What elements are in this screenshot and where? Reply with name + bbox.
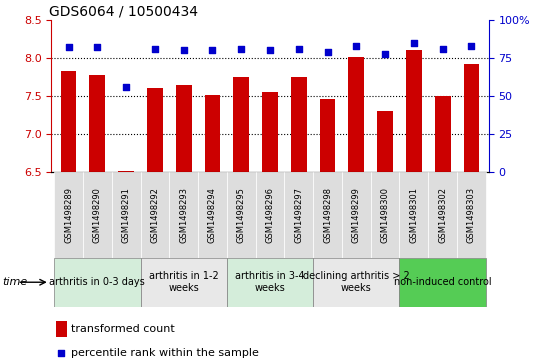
Bar [262, 91, 278, 172]
Point [467, 43, 476, 49]
Bar [56, 321, 66, 337]
Bar [320, 99, 335, 172]
Bar [90, 75, 105, 172]
Text: GSM1498297: GSM1498297 [294, 187, 303, 243]
Point [323, 49, 332, 55]
FancyBboxPatch shape [54, 258, 140, 307]
Text: GSM1498302: GSM1498302 [438, 187, 447, 243]
Text: GSM1498291: GSM1498291 [122, 187, 131, 243]
Point [438, 46, 447, 52]
Bar [348, 57, 364, 172]
Point [57, 350, 66, 355]
Bar [463, 64, 480, 172]
Text: transformed count: transformed count [71, 324, 175, 334]
Text: GSM1498303: GSM1498303 [467, 187, 476, 243]
Point [93, 45, 102, 50]
FancyBboxPatch shape [198, 172, 227, 258]
FancyBboxPatch shape [227, 172, 255, 258]
FancyBboxPatch shape [285, 172, 313, 258]
Point [294, 46, 303, 52]
Text: non-induced control: non-induced control [394, 277, 491, 287]
Point [208, 48, 217, 53]
FancyBboxPatch shape [457, 172, 486, 258]
Text: arthritis in 1-2
weeks: arthritis in 1-2 weeks [149, 272, 219, 293]
FancyBboxPatch shape [313, 258, 400, 307]
Point [409, 40, 418, 46]
Text: percentile rank within the sample: percentile rank within the sample [71, 348, 259, 358]
Text: GSM1498290: GSM1498290 [93, 187, 102, 243]
Text: GSM1498289: GSM1498289 [64, 187, 73, 243]
Bar [291, 77, 307, 172]
FancyBboxPatch shape [428, 172, 457, 258]
Text: GSM1498296: GSM1498296 [266, 187, 274, 243]
Point [122, 84, 131, 90]
Bar [118, 171, 134, 172]
Point [179, 48, 188, 53]
Text: GSM1498301: GSM1498301 [409, 187, 418, 243]
Text: GSM1498294: GSM1498294 [208, 187, 217, 243]
Text: GSM1498292: GSM1498292 [151, 187, 159, 243]
Text: time: time [3, 277, 28, 287]
Bar [377, 111, 393, 172]
Text: declining arthritis > 2
weeks: declining arthritis > 2 weeks [303, 272, 410, 293]
Bar [60, 71, 77, 172]
FancyBboxPatch shape [313, 172, 342, 258]
FancyBboxPatch shape [400, 258, 486, 307]
Bar [233, 77, 249, 172]
Text: GSM1498298: GSM1498298 [323, 187, 332, 243]
Point [266, 48, 274, 53]
Bar [435, 96, 450, 172]
FancyBboxPatch shape [400, 172, 428, 258]
Text: GSM1498293: GSM1498293 [179, 187, 188, 243]
FancyBboxPatch shape [342, 172, 371, 258]
Text: arthritis in 3-4
weeks: arthritis in 3-4 weeks [235, 272, 305, 293]
Text: arthritis in 0-3 days: arthritis in 0-3 days [50, 277, 145, 287]
Point [352, 43, 361, 49]
Text: GSM1498299: GSM1498299 [352, 187, 361, 243]
Bar [205, 95, 220, 172]
FancyBboxPatch shape [112, 172, 140, 258]
Bar [406, 50, 422, 172]
FancyBboxPatch shape [140, 258, 227, 307]
FancyBboxPatch shape [255, 172, 285, 258]
Point [64, 45, 73, 50]
Point [237, 46, 246, 52]
FancyBboxPatch shape [83, 172, 112, 258]
FancyBboxPatch shape [371, 172, 400, 258]
Text: GDS6064 / 10500434: GDS6064 / 10500434 [49, 5, 198, 19]
Point [381, 50, 389, 56]
FancyBboxPatch shape [54, 172, 83, 258]
FancyBboxPatch shape [169, 172, 198, 258]
Point [151, 46, 159, 52]
Bar [176, 85, 192, 172]
Text: GSM1498300: GSM1498300 [381, 187, 389, 243]
Text: GSM1498295: GSM1498295 [237, 187, 246, 243]
Bar [147, 88, 163, 172]
FancyBboxPatch shape [140, 172, 169, 258]
FancyBboxPatch shape [227, 258, 313, 307]
